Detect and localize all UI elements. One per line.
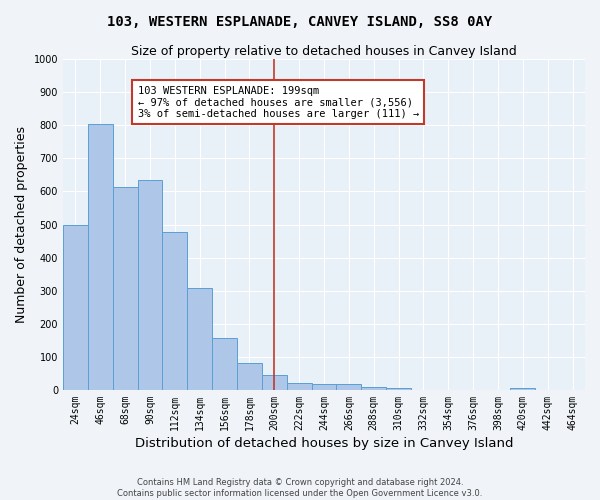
Bar xyxy=(63,224,88,390)
Bar xyxy=(287,382,311,390)
Bar xyxy=(212,338,237,390)
Bar xyxy=(163,232,187,390)
Bar xyxy=(361,386,386,390)
X-axis label: Distribution of detached houses by size in Canvey Island: Distribution of detached houses by size … xyxy=(135,437,513,450)
Bar xyxy=(386,388,411,390)
Bar xyxy=(237,364,262,390)
Bar xyxy=(337,384,361,390)
Bar xyxy=(511,388,535,390)
Y-axis label: Number of detached properties: Number of detached properties xyxy=(15,126,28,323)
Bar xyxy=(137,180,163,390)
Bar xyxy=(113,186,137,390)
Bar xyxy=(311,384,337,390)
Bar xyxy=(262,375,287,390)
Text: 103, WESTERN ESPLANADE, CANVEY ISLAND, SS8 0AY: 103, WESTERN ESPLANADE, CANVEY ISLAND, S… xyxy=(107,15,493,29)
Bar xyxy=(187,288,212,390)
Bar xyxy=(88,124,113,390)
Text: Contains HM Land Registry data © Crown copyright and database right 2024.
Contai: Contains HM Land Registry data © Crown c… xyxy=(118,478,482,498)
Title: Size of property relative to detached houses in Canvey Island: Size of property relative to detached ho… xyxy=(131,45,517,58)
Text: 103 WESTERN ESPLANADE: 199sqm
← 97% of detached houses are smaller (3,556)
3% of: 103 WESTERN ESPLANADE: 199sqm ← 97% of d… xyxy=(137,86,419,119)
